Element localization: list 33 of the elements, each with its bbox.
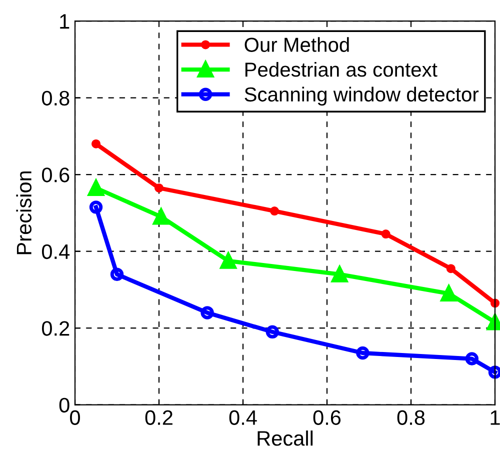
point: [110, 268, 124, 281]
point: [381, 230, 390, 239]
y-axis-title: Precision: [16, 171, 32, 254]
point: [488, 366, 500, 379]
y-tick-label: 0.4: [42, 244, 70, 260]
x-tick-label: 0.8: [397, 410, 425, 425]
x-tick-label: 0: [70, 410, 80, 425]
point: [266, 325, 279, 338]
legend-label: Scanning window detector: [244, 86, 479, 106]
point: [153, 208, 170, 225]
x-tick-label: 0.6: [313, 410, 341, 425]
point: [154, 183, 164, 193]
y-tick-label: 0.8: [42, 90, 70, 106]
point: [465, 352, 478, 366]
point: [220, 252, 236, 269]
point: [446, 264, 456, 274]
x-tick-label: 0.2: [145, 410, 172, 425]
point: [490, 298, 500, 308]
point: [356, 346, 370, 360]
x-tick-label: 0.4: [229, 410, 257, 425]
point: [200, 306, 214, 320]
x-axis-title: Recall: [258, 430, 313, 446]
point: [270, 206, 280, 216]
x-tick-label: 1: [490, 410, 500, 425]
point: [91, 139, 101, 148]
point: [89, 200, 103, 214]
y-tick-label: 0.2: [42, 321, 70, 336]
y-tick-label: 0.6: [42, 168, 70, 182]
point: [332, 266, 348, 282]
y-tick-label: 0: [59, 398, 70, 413]
legend-label: Pedestrian as context: [245, 62, 438, 77]
y-tick-label: 1: [60, 14, 70, 29]
legend-label: Our Method: [244, 37, 349, 52]
